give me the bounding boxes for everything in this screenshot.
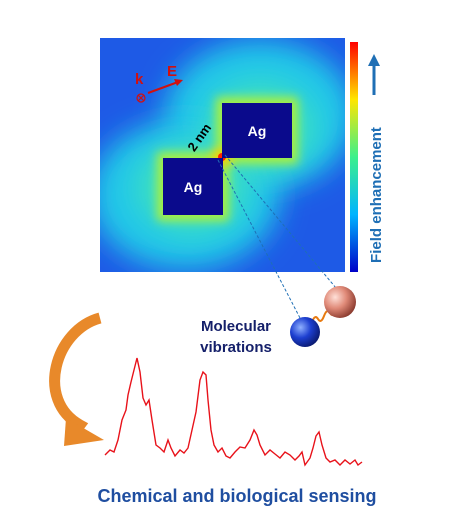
curved-arrow <box>64 418 104 446</box>
up-arrow <box>368 54 380 66</box>
colorbar <box>350 42 358 272</box>
molecule-label: vibrations <box>200 339 272 356</box>
e-label: E <box>167 63 177 80</box>
spectrum <box>104 357 363 467</box>
atom <box>290 317 320 347</box>
k-label: k <box>135 71 144 88</box>
caption: Chemical and biological sensing <box>97 486 376 506</box>
ag-block <box>163 158 223 215</box>
k-symbol <box>137 94 145 102</box>
atom <box>324 286 356 318</box>
zoom-line <box>224 154 337 289</box>
ag-label: Ag <box>184 179 203 195</box>
colorbar-label: Field enhancement <box>368 127 385 263</box>
k-symbol <box>136 93 146 103</box>
ag-label: Ag <box>248 123 267 139</box>
e-arrow <box>174 79 183 86</box>
e-arrow <box>147 81 179 94</box>
molecule-label: Molecular <box>201 318 271 335</box>
ag-block <box>222 103 292 158</box>
curved-arrow <box>49 312 102 437</box>
